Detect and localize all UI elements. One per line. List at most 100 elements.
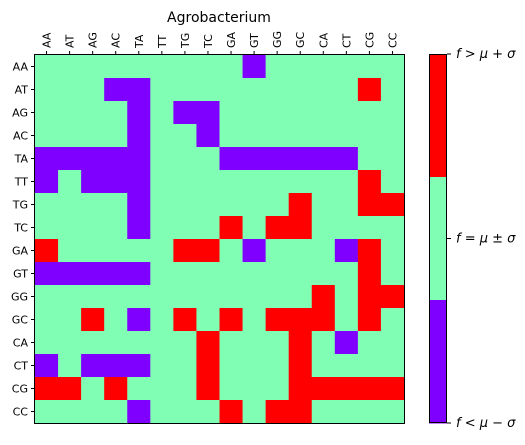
heatmap-cell-AC-GA [219,124,244,148]
heatmap-cell-TC-GC [288,216,313,240]
x-tick-label: AA [41,32,54,48]
heatmap-cell-CA-GC [288,331,313,355]
chart-title: Agrobacterium [167,10,271,26]
heatmap-cell-TG-AA [35,193,59,217]
heatmap-cell-GT-CT [334,262,359,286]
heatmap-cell-TG-TG [173,193,198,217]
y-tick-label: AT [15,84,29,97]
heatmap-cell-AT-CT [334,78,359,102]
heatmap-cell-GA-TA [127,239,151,263]
x-tick-label: TA [133,34,146,49]
heatmap-cell-AG-TA [127,101,151,125]
heatmap-cell-AG-GT [242,101,267,125]
plot-frame [34,54,405,424]
heatmap-cell-GA-GT [242,239,267,263]
heatmap-cell-TC-CC [380,216,405,240]
heatmap-cell-TC-GA [219,216,244,240]
heatmap-cell-AG-GG [265,101,290,125]
heatmap-cell-TT-AA [35,170,59,194]
heatmap-cell-CG-GG [265,377,290,401]
heatmap-cell-TA-GG [265,147,290,171]
heatmap-cell-GT-AT [58,262,82,286]
heatmap-cell-GT-TT [150,262,174,286]
heatmap-cell-CA-CT [334,331,359,355]
heatmap-cell-TC-TC [196,216,221,240]
heatmap-cell-AG-CT [334,101,359,125]
y-tick-labels: AA AT AG AC TA TT TG TC GA GT GG GC CA CT CG CC [11,61,35,419]
heatmap-cell-CG-CG [357,377,382,401]
y-tick-label: GC [12,314,29,327]
heatmap-cell-AA-TG [173,55,198,79]
heatmap-cell-AT-TT [150,78,174,102]
heatmap-cell-AT-AT [58,78,82,102]
heatmap-cell-AG-AT [58,101,82,125]
heatmap-cell-GT-TG [173,262,198,286]
colorbar-segment [429,300,447,424]
heatmap-cell-TT-CG [357,170,382,194]
heatmap-cell-TC-AT [58,216,82,240]
heatmap-cell-TG-GG [265,193,290,217]
x-tick-label: CT [340,33,353,48]
x-tick-label: TG [179,33,192,49]
heatmap-cell-TC-GG [265,216,290,240]
heatmap-cell-TG-TC [196,193,221,217]
heatmap-cell-GG-GG [265,285,290,309]
heatmap-cell-CT-TG [173,354,198,378]
heatmap-cell-AT-AC [104,78,128,102]
heatmap-cell-GG-TC [196,285,221,309]
heatmap-cell-TA-TA [127,147,151,171]
heatmap-cell-CT-CA [311,354,336,378]
heatmap-cell-TC-CA [311,216,336,240]
heatmap-cell-GA-AG [81,239,105,263]
y-tick-label: AG [12,107,28,120]
heatmap-cell-GG-GA [219,285,244,309]
heatmap-cell-TT-GA [219,170,244,194]
y-tick-label: CT [14,360,29,373]
heatmap-cell-AG-CC [380,101,405,125]
heatmap-cell-CT-AA [35,354,59,378]
heatmap-cell-CT-CC [380,354,405,378]
heatmap-cell-CA-AC [104,331,128,355]
heatmap-cell-GC-TG [173,308,198,332]
heatmap-cell-GG-AT [58,285,82,309]
heatmap-cell-TG-TT [150,193,174,217]
heatmap-cell-CA-TT [150,331,174,355]
heatmap-cell-CA-TG [173,331,198,355]
heatmap-cell-AG-AC [104,101,128,125]
heatmap-cell-CG-GC [288,377,313,401]
heatmap-cell-GC-AG [81,308,105,332]
heatmap-cell-CT-AC [104,354,128,378]
heatmap-cell-TG-AG [81,193,105,217]
heatmap-cell-CC-AC [104,400,128,424]
heatmap-cell-AT-CC [380,78,405,102]
heatmap-cell-CA-TC [196,331,221,355]
heatmap-cell-TG-CC [380,193,405,217]
heatmap-cell-GA-AA [35,239,59,263]
heatmap-cell-GC-CA [311,308,336,332]
heatmap-cell-CC-CA [311,400,336,424]
heatmap-cell-TC-TT [150,216,174,240]
x-tick-label: AC [110,33,123,48]
heatmap-cell-CC-CC [380,400,405,424]
heatmap-cell-GG-GT [242,285,267,309]
heatmap-cell-AC-CA [311,124,336,148]
heatmap-cell-TG-CG [357,193,382,217]
heatmap-cell-AC-AC [104,124,128,148]
colorbar-label: f = μ ± σ [456,232,516,247]
heatmap-cell-AA-CC [380,55,405,79]
heatmap-cell-GA-AT [58,239,82,263]
heatmap-cell-CG-TT [150,377,174,401]
heatmap-cell-GA-CT [334,239,359,263]
x-tick-label: TT [156,34,169,49]
heatmap-cell-GG-AG [81,285,105,309]
heatmap-cell-TT-AG [81,170,105,194]
heatmap-cell-AC-AG [81,124,105,148]
heatmap-cell-CG-TG [173,377,198,401]
heatmap-cell-TA-AT [58,147,82,171]
heatmap-cell-TA-TC [196,147,221,171]
x-tick-label: AT [64,34,77,48]
heatmap-cell-TA-AA [35,147,59,171]
heatmap-cell-CC-GT [242,400,267,424]
heatmap-cell-GG-GC [288,285,313,309]
